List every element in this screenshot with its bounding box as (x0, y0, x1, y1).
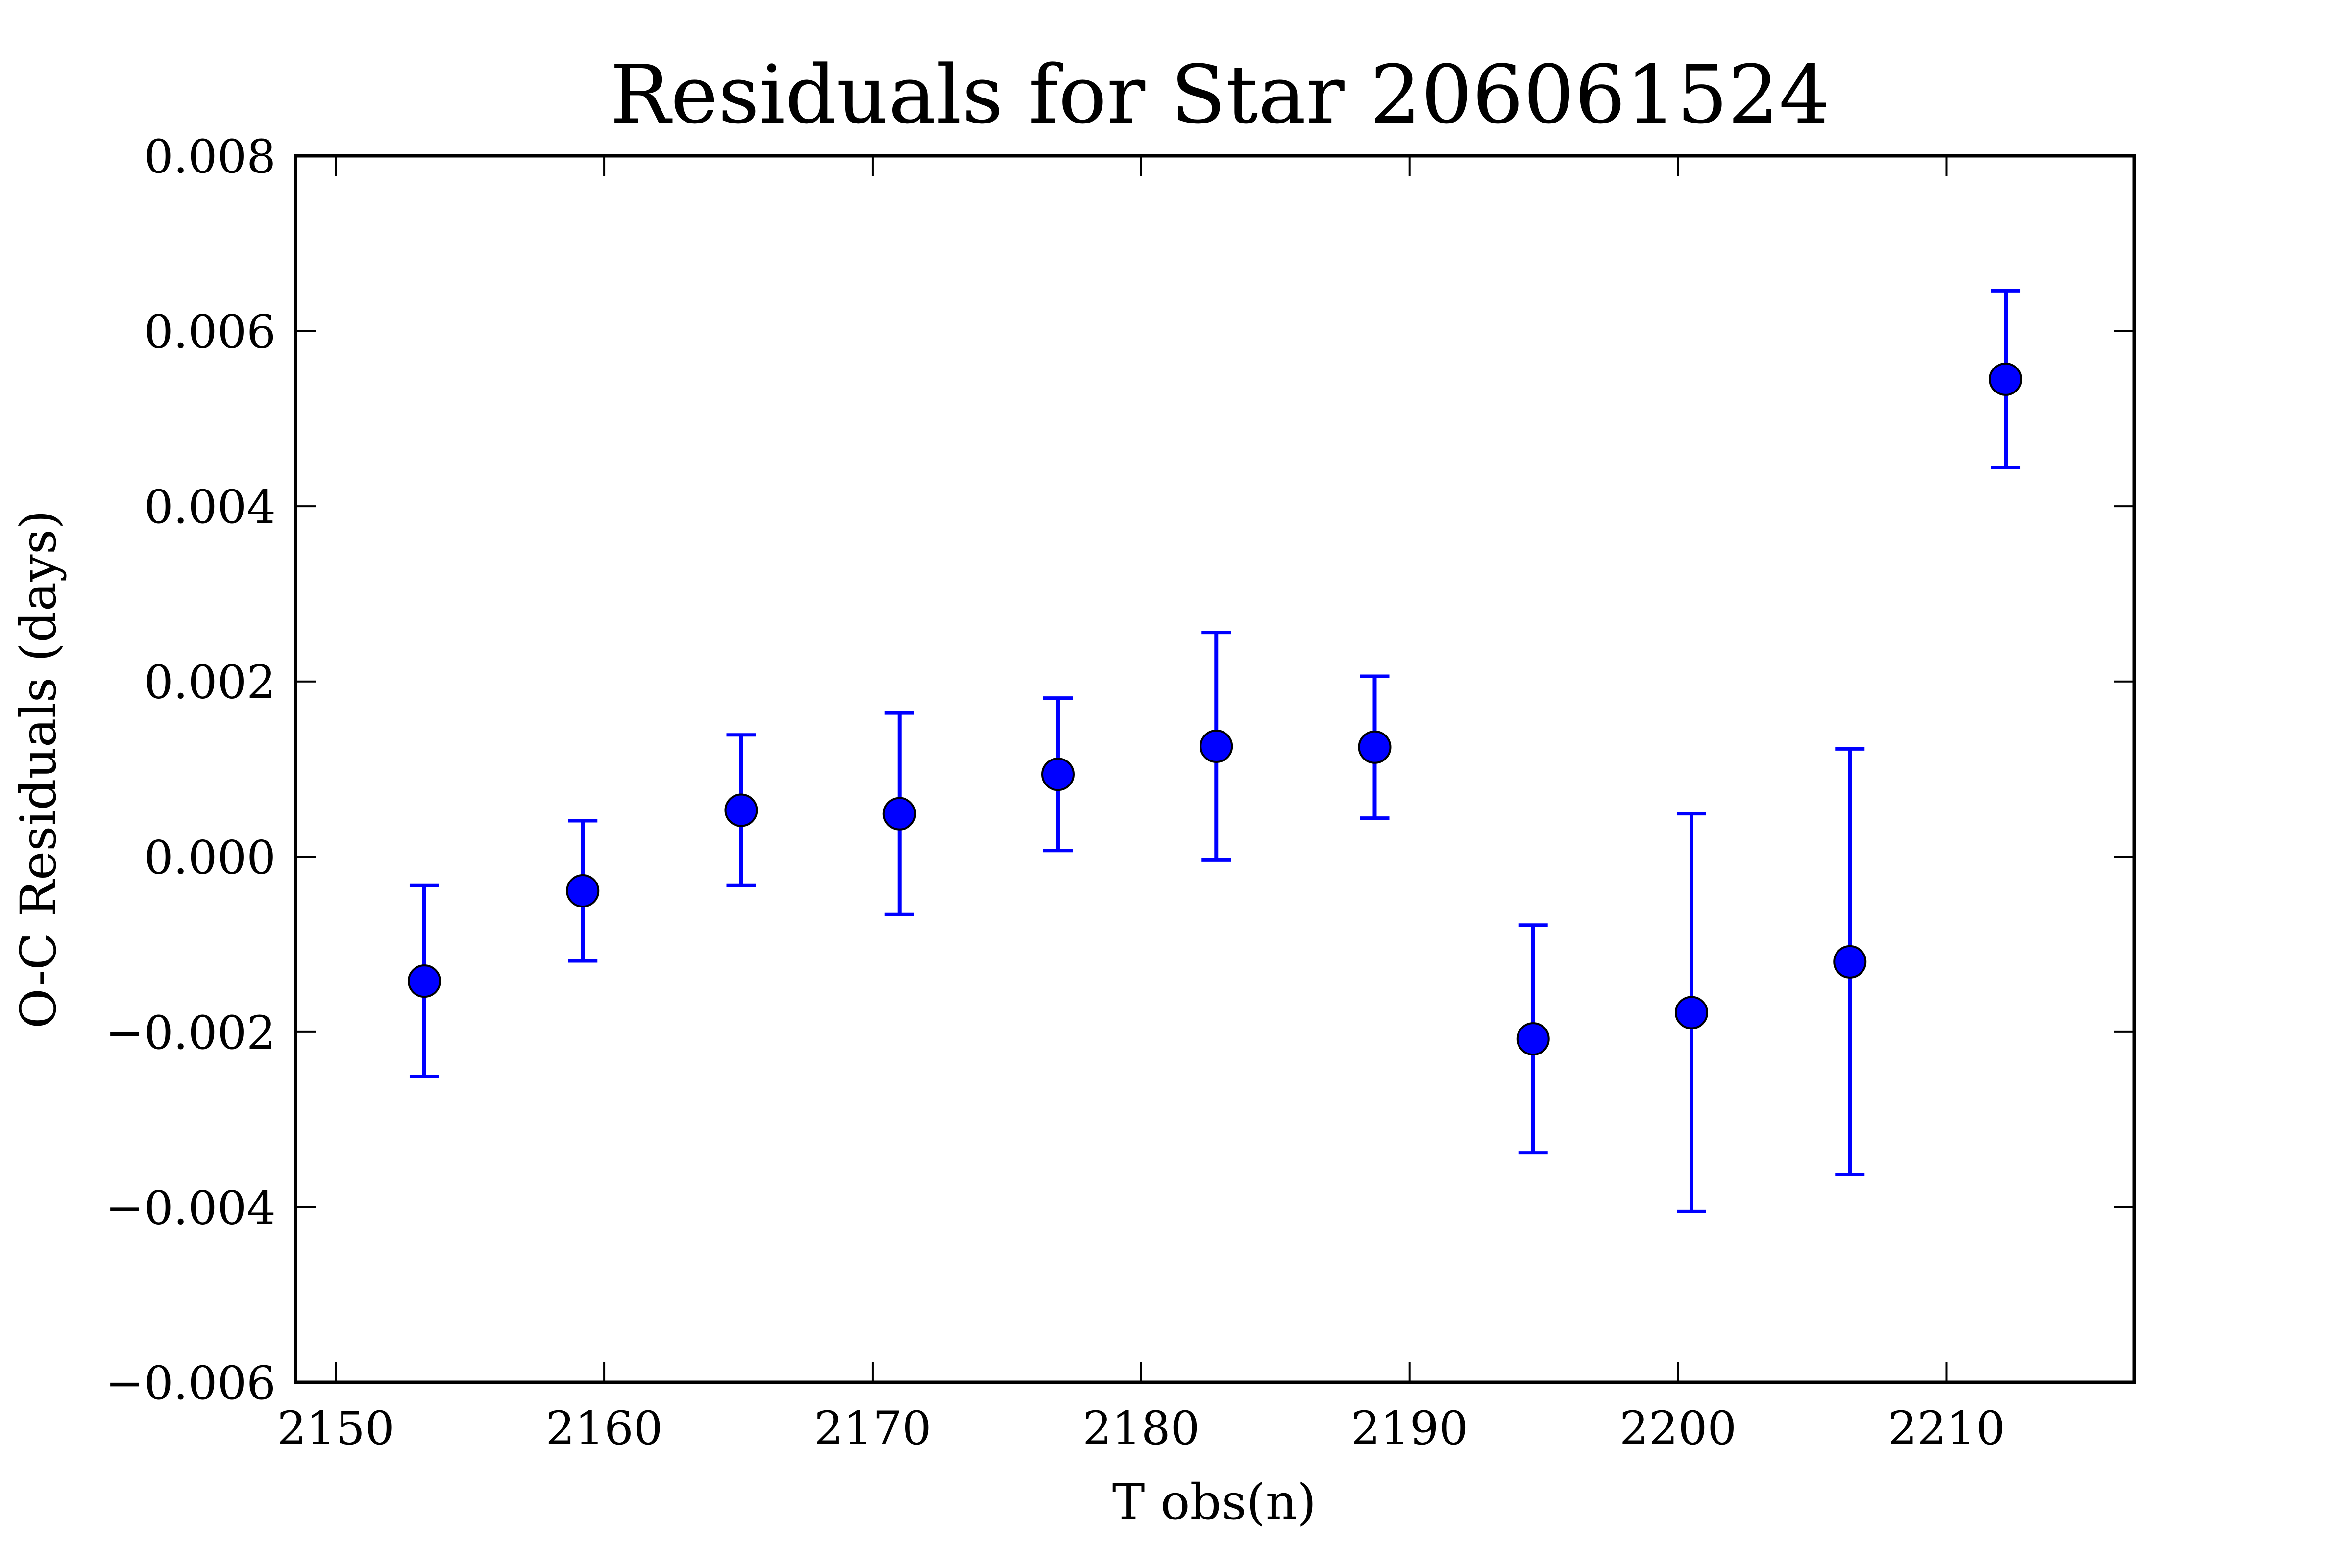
data-point (566, 874, 600, 908)
axis-ticks (295, 155, 2134, 1383)
x-tick-label: 2170 (814, 1402, 931, 1455)
data-point (1516, 1022, 1550, 1056)
y-tick-label: −0.002 (105, 1006, 276, 1060)
x-tick-label: 2200 (1619, 1402, 1737, 1455)
y-tick-label: 0.004 (144, 481, 276, 534)
y-axis-label: O-C Residuals (days) (10, 510, 67, 1029)
y-tick-label: 0.002 (144, 656, 276, 710)
data-point (1833, 945, 1867, 979)
data-point (1041, 758, 1075, 791)
data-point (1200, 730, 1233, 763)
x-axis-label: T obs(n) (1112, 1473, 1316, 1531)
data-markers (407, 362, 2023, 1056)
data-point (1358, 730, 1392, 764)
y-tick-label: 0.000 (144, 831, 276, 884)
x-tick-label: 2190 (1351, 1402, 1468, 1455)
x-tick-label: 2180 (1082, 1402, 1200, 1455)
data-point (1674, 996, 1708, 1029)
y-tick-label: 0.008 (144, 130, 276, 184)
x-tick-labels: 2150 2160 2170 2180 2190 2200 2210 (277, 1402, 2006, 1455)
y-tick-label: −0.006 (105, 1357, 276, 1410)
data-point (1989, 362, 2023, 396)
plot-frame (294, 154, 2136, 1384)
x-tick-label: 2160 (545, 1402, 662, 1455)
x-tick-label: 2210 (1888, 1402, 2005, 1455)
x-tick-label: 2150 (277, 1402, 394, 1455)
data-point (407, 964, 441, 998)
y-tick-label: 0.006 (144, 306, 276, 359)
y-tick-labels: −0.006 −0.004 −0.002 0.000 0.002 0.004 0.006 0.… (105, 130, 276, 1410)
data-point (724, 793, 758, 827)
y-tick-label: −0.004 (105, 1181, 276, 1235)
chart-title: Residuals for Star 206061524 (610, 48, 1830, 142)
data-point (882, 797, 916, 831)
